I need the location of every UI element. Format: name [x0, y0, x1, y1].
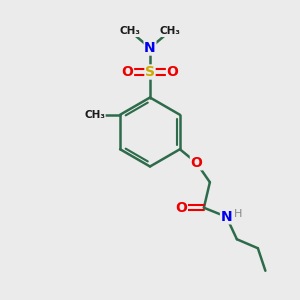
Text: CH₃: CH₃	[120, 26, 141, 37]
Text: N: N	[144, 41, 156, 55]
Text: S: S	[145, 65, 155, 79]
Text: O: O	[167, 65, 178, 79]
Text: O: O	[176, 201, 187, 215]
Text: O: O	[122, 65, 134, 79]
Text: N: N	[220, 210, 232, 224]
Text: CH₃: CH₃	[84, 110, 105, 120]
Text: H: H	[234, 209, 242, 219]
Text: O: O	[190, 156, 202, 170]
Text: CH₃: CH₃	[159, 26, 180, 37]
